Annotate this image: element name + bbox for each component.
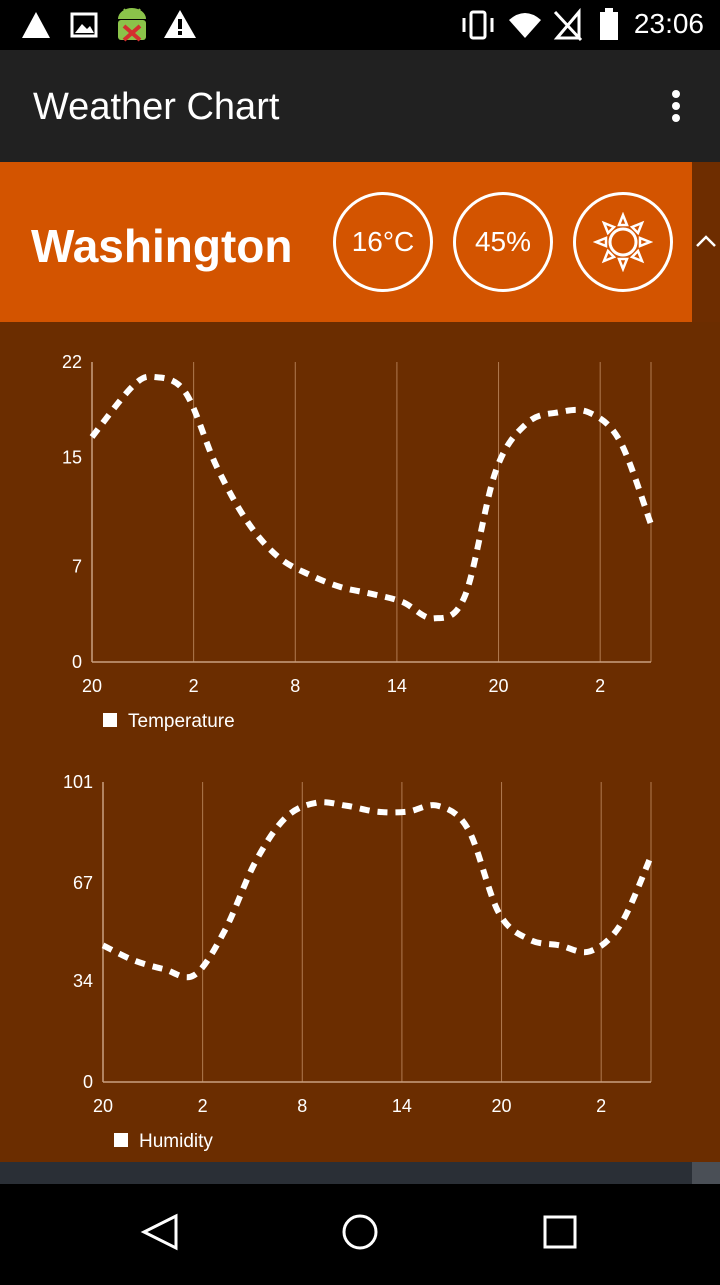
humidity-badge: 45% bbox=[453, 192, 553, 292]
y-tick-label: 15 bbox=[62, 447, 82, 467]
series-line-temperature bbox=[89, 373, 654, 622]
status-icons bbox=[22, 8, 196, 42]
y-tick-label: 0 bbox=[83, 1072, 93, 1092]
bottom-strip bbox=[0, 1162, 692, 1184]
y-tick-label: 101 bbox=[63, 772, 93, 792]
status-time: 23:06 bbox=[633, 8, 704, 39]
app-bar: Weather Chart bbox=[0, 50, 720, 162]
y-tick-label: 7 bbox=[72, 557, 82, 577]
battery-icon bbox=[600, 8, 618, 40]
bottom-strip-edge bbox=[692, 1162, 720, 1184]
y-tick-label: 22 bbox=[62, 352, 82, 372]
series-line-humidity bbox=[101, 799, 654, 981]
temperature-badge: 16°C bbox=[333, 192, 433, 292]
x-tick-label: 2 bbox=[189, 676, 199, 696]
charts-panel: 20 2 8 14 20 2 0 7 15 22 Temperature 20 2 8 14 20 2 0 34 67… bbox=[0, 322, 720, 1162]
header-edge bbox=[692, 162, 720, 322]
x-tick-label: 14 bbox=[392, 1096, 412, 1116]
status-icons-right bbox=[462, 7, 618, 42]
vibrate-icon bbox=[462, 10, 494, 40]
app-title: Weather Chart bbox=[33, 86, 280, 128]
legend-swatch bbox=[114, 1133, 128, 1147]
wifi-icon bbox=[509, 13, 541, 38]
image-icon bbox=[70, 12, 98, 38]
x-tick-label: 8 bbox=[297, 1096, 307, 1116]
x-tick-label: 20 bbox=[492, 1096, 512, 1116]
x-tick-label: 14 bbox=[387, 676, 407, 696]
overflow-menu-icon[interactable] bbox=[658, 88, 694, 124]
status-bar: 23:06 bbox=[0, 0, 720, 50]
back-icon[interactable] bbox=[140, 1213, 178, 1251]
sun-icon bbox=[593, 212, 653, 272]
chevron-up-icon[interactable] bbox=[695, 230, 717, 252]
recents-icon[interactable] bbox=[543, 1215, 577, 1249]
no-signal-icon bbox=[553, 7, 583, 42]
legend-swatch bbox=[103, 713, 117, 727]
x-tick-label: 2 bbox=[596, 1096, 606, 1116]
x-tick-label: 20 bbox=[82, 676, 102, 696]
condition-badge bbox=[573, 192, 673, 292]
y-tick-label: 67 bbox=[73, 873, 93, 893]
x-tick-label: 8 bbox=[290, 676, 300, 696]
y-tick-label: 34 bbox=[73, 971, 93, 991]
legend-label: Humidity bbox=[139, 1131, 213, 1152]
legend-label: Temperature bbox=[128, 711, 235, 732]
warning-triangle-icon bbox=[22, 12, 50, 38]
navigation-bar bbox=[0, 1184, 720, 1280]
x-tick-label: 20 bbox=[489, 676, 509, 696]
weather-header: Washington 16°C 45% bbox=[0, 162, 692, 322]
home-icon[interactable] bbox=[342, 1214, 378, 1250]
x-tick-label: 20 bbox=[93, 1096, 113, 1116]
alert-icon bbox=[164, 10, 196, 38]
x-tick-label: 2 bbox=[595, 676, 605, 696]
android-debug-icon bbox=[118, 8, 146, 42]
city-name: Washington bbox=[31, 220, 293, 272]
x-tick-label: 2 bbox=[198, 1096, 208, 1116]
nav-buttons bbox=[140, 1213, 577, 1251]
y-tick-label: 0 bbox=[72, 652, 82, 672]
